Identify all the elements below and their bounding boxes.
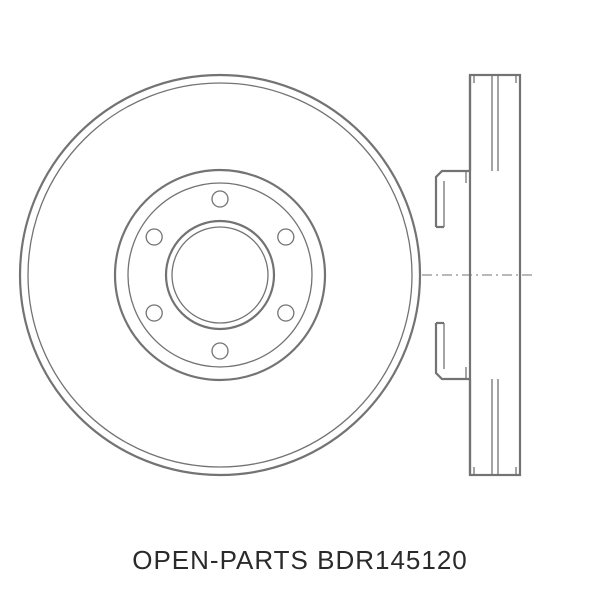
- partno-label: BDR145120: [317, 545, 468, 575]
- diagram-canvas: [0, 0, 600, 600]
- brand-label: OPEN-PARTS: [132, 545, 309, 575]
- side-view: [422, 75, 534, 475]
- part-caption: OPEN-PARTS BDR145120: [0, 545, 600, 576]
- front-view: [20, 75, 420, 475]
